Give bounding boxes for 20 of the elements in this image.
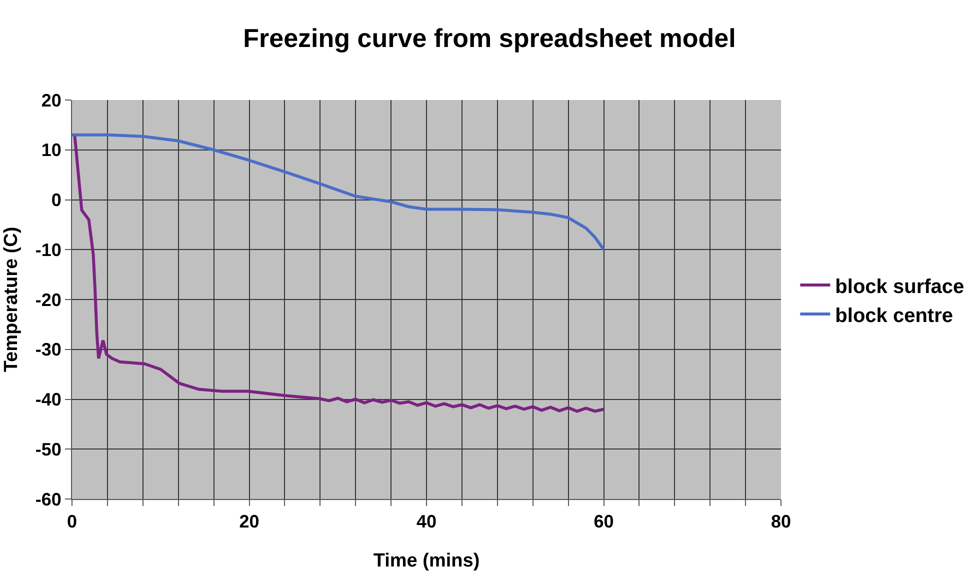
- y-tick-label: -60: [35, 489, 62, 510]
- y-tick-label: -50: [35, 439, 62, 460]
- y-tick-label: 0: [51, 190, 62, 210]
- y-tick-label: 10: [41, 140, 62, 160]
- x-tick-label: 20: [239, 512, 260, 532]
- y-axis-title: Temperature (C): [1, 226, 22, 372]
- y-tick-label: -10: [35, 240, 62, 260]
- line-series: [72, 133, 606, 252]
- x-axis-title: Time (mins): [373, 550, 480, 572]
- chart-title: Freezing curve from spreadsheet model: [243, 23, 736, 54]
- x-tick-label: 40: [416, 512, 437, 532]
- y-tick-label: -20: [35, 290, 62, 310]
- x-tick-label: 80: [770, 512, 792, 532]
- legend-label: block centre: [835, 304, 954, 327]
- y-tick-label: -40: [35, 390, 62, 410]
- x-tick-label: 0: [66, 512, 78, 532]
- x-tick-label: 60: [594, 512, 614, 532]
- legend-label: block surface: [835, 276, 964, 298]
- y-tick-label: 20: [41, 90, 62, 110]
- y-tick-label: -30: [35, 340, 62, 360]
